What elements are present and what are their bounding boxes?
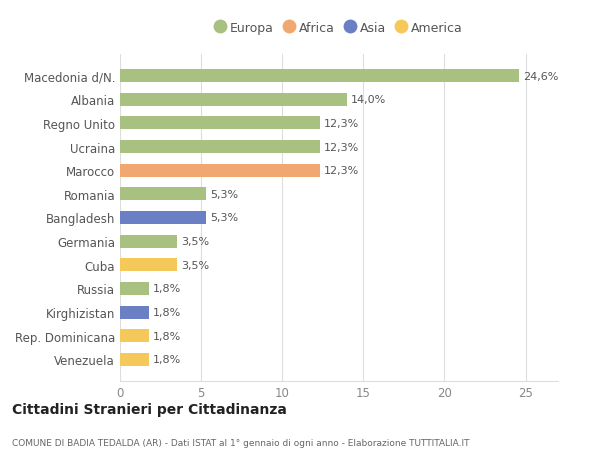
Bar xyxy=(120,212,206,224)
Bar xyxy=(120,164,320,177)
Text: 1,8%: 1,8% xyxy=(153,308,182,318)
Text: 12,3%: 12,3% xyxy=(323,118,359,129)
Text: 3,5%: 3,5% xyxy=(181,260,209,270)
Text: 3,5%: 3,5% xyxy=(181,237,209,246)
Text: 12,3%: 12,3% xyxy=(323,142,359,152)
Bar xyxy=(120,117,320,130)
Bar xyxy=(120,235,177,248)
Text: COMUNE DI BADIA TEDALDA (AR) - Dati ISTAT al 1° gennaio di ogni anno - Elaborazi: COMUNE DI BADIA TEDALDA (AR) - Dati ISTA… xyxy=(12,438,470,447)
Bar xyxy=(120,330,149,342)
Text: 14,0%: 14,0% xyxy=(351,95,386,105)
Bar xyxy=(120,94,347,106)
Text: 24,6%: 24,6% xyxy=(523,72,559,81)
Bar xyxy=(120,282,149,295)
Bar xyxy=(120,188,206,201)
Bar xyxy=(120,70,519,83)
Text: 5,3%: 5,3% xyxy=(210,213,238,223)
Text: 1,8%: 1,8% xyxy=(153,355,182,364)
Text: 12,3%: 12,3% xyxy=(323,166,359,176)
Text: Cittadini Stranieri per Cittadinanza: Cittadini Stranieri per Cittadinanza xyxy=(12,402,287,416)
Legend: Europa, Africa, Asia, America: Europa, Africa, Asia, America xyxy=(215,22,463,35)
Bar xyxy=(120,306,149,319)
Bar xyxy=(120,259,177,272)
Text: 5,3%: 5,3% xyxy=(210,190,238,199)
Text: 1,8%: 1,8% xyxy=(153,284,182,294)
Bar xyxy=(120,353,149,366)
Text: 1,8%: 1,8% xyxy=(153,331,182,341)
Bar xyxy=(120,141,320,154)
